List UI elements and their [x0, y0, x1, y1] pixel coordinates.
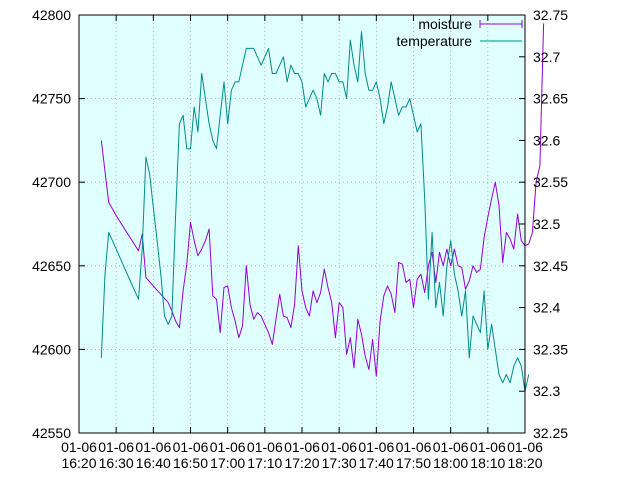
- x-tick-label-time: 17:40: [359, 455, 394, 471]
- y-left-tick-label: 42800: [32, 7, 71, 23]
- x-tick-label-date: 01-06: [173, 439, 209, 455]
- y-right-tick-label: 32.55: [533, 174, 568, 190]
- y-left-tick-label: 42700: [32, 174, 71, 190]
- series-layer: [100, 23, 545, 392]
- x-tick-label-date: 01-06: [284, 439, 320, 455]
- y-right-tick-label: 32.75: [533, 7, 568, 23]
- y-right-tick-label: 32.3: [533, 383, 560, 399]
- x-tick-label-date: 01-06: [433, 439, 469, 455]
- x-tick-label-time: 18:00: [433, 455, 468, 471]
- x-tick-label-time: 16:30: [99, 455, 134, 471]
- x-tick-label-time: 17:20: [284, 455, 319, 471]
- y-right-tick-label: 32.45: [533, 258, 568, 274]
- x-tick-label-date: 01-06: [247, 439, 283, 455]
- x-tick-label-time: 17:00: [210, 455, 245, 471]
- x-tick-label-time: 16:20: [61, 455, 96, 471]
- legend: moisture temperature: [397, 16, 523, 49]
- x-tick-label-time: 17:10: [247, 455, 282, 471]
- y-right-tick-label: 32.25: [533, 425, 568, 441]
- x-tick-label-date: 01-06: [358, 439, 394, 455]
- x-tick-label-time: 16:50: [173, 455, 208, 471]
- y-left-tick-label: 42750: [32, 91, 71, 107]
- y-right-tick-label: 32.5: [533, 216, 560, 232]
- x-tick-label-date: 01-06: [135, 439, 171, 455]
- x-tick-label-date: 01-06: [470, 439, 506, 455]
- y-right-tick-label: 32.4: [533, 300, 560, 316]
- x-tick-label-date: 01-06: [98, 439, 134, 455]
- y-right-tick-label: 32.35: [533, 341, 568, 357]
- x-tick-label-date: 01-06: [396, 439, 432, 455]
- series-line-moisture: [100, 23, 545, 377]
- x-tick-label-time: 16:40: [136, 455, 171, 471]
- x-axis-tick-labels: 01-0616:2001-0616:3001-0616:4001-0616:50…: [61, 439, 543, 471]
- x-tick-label-time: 17:50: [396, 455, 431, 471]
- series-line-temperature: [100, 31, 530, 392]
- x-tick-label-date: 01-06: [507, 439, 543, 455]
- right-axis-tick-labels: 32.25 32.3 32.35 32.4 32.45 32.5 32.55 32.6 32.6…: [533, 7, 568, 441]
- x-tick-label-time: 18:10: [470, 455, 505, 471]
- y-left-tick-label: 42600: [32, 341, 71, 357]
- left-axis-tick-labels: 42550 42600 42650 42700 42750 42800: [32, 7, 71, 441]
- x-tick-label-time: 17:30: [322, 455, 357, 471]
- x-tick-label-date: 01-06: [61, 439, 97, 455]
- x-tick-label-date: 01-06: [321, 439, 357, 455]
- x-tick-label-date: 01-06: [210, 439, 246, 455]
- legend-label-temperature: temperature: [397, 33, 473, 49]
- y-right-tick-label: 32.6: [533, 132, 560, 148]
- grid: [79, 15, 525, 433]
- x-tick-label-time: 18:20: [507, 455, 542, 471]
- y-left-tick-label: 42550: [32, 425, 71, 441]
- y-right-tick-label: 32.65: [533, 91, 568, 107]
- tick-marks: [78, 14, 526, 434]
- legend-label-moisture: moisture: [418, 16, 472, 32]
- y-left-tick-label: 42650: [32, 258, 71, 274]
- plot-background: [79, 15, 525, 433]
- y-right-tick-label: 32.7: [533, 49, 560, 65]
